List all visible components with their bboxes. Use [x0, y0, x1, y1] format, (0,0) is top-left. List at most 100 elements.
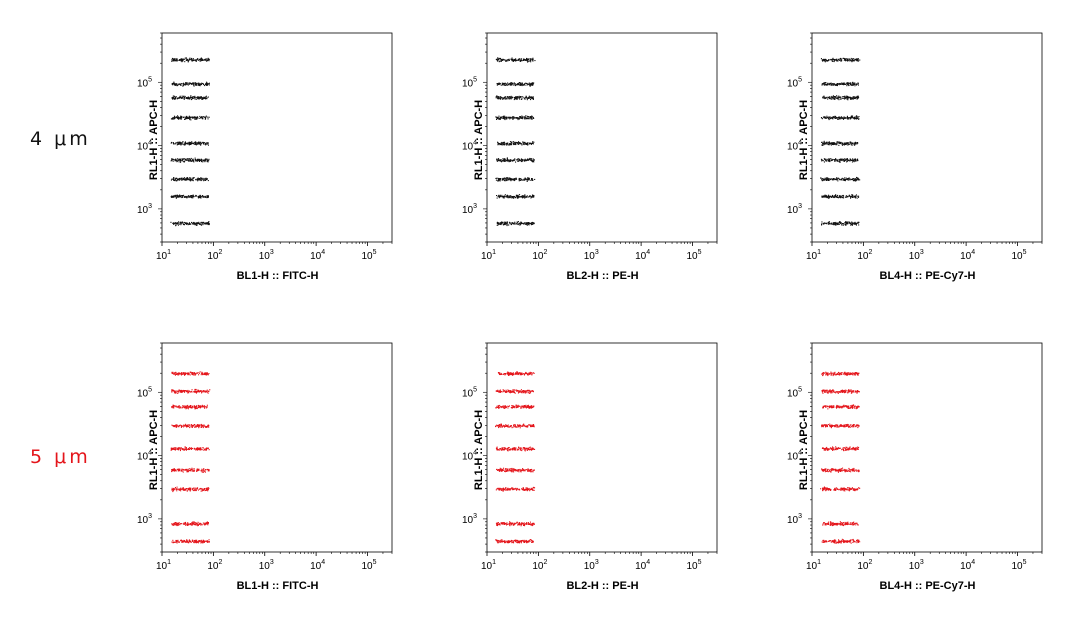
scatter-point [182, 116, 184, 118]
scatter-point [858, 116, 860, 118]
scatter-point [519, 58, 521, 60]
scatter-point [855, 58, 857, 60]
scatter-point [176, 486, 178, 488]
scatter-point [198, 141, 200, 143]
scatter-point [848, 144, 850, 146]
scatter-point [181, 541, 183, 543]
scatter-point [193, 490, 195, 492]
scatter-point [171, 406, 173, 408]
scatter-point [839, 96, 841, 98]
scatter-point [176, 373, 178, 375]
scatter-point [848, 97, 850, 99]
scatter-point [841, 97, 843, 99]
scatter-point [519, 224, 521, 226]
scatter-point [523, 84, 525, 86]
scatter-point [202, 83, 204, 85]
scatter-point [502, 178, 504, 180]
scatter-point [185, 143, 187, 145]
scatter-point [532, 222, 534, 224]
scatter-point [525, 118, 527, 120]
scatter-point [829, 161, 831, 163]
scatter-point [201, 97, 203, 99]
scatter-point [173, 448, 175, 450]
scatter-point [502, 116, 504, 118]
scatter-point [823, 144, 825, 146]
scatter-point [514, 97, 516, 99]
scatter-point [194, 522, 196, 524]
scatter-point [836, 223, 838, 225]
scatter-point [194, 541, 196, 543]
scatter-point [514, 178, 516, 180]
scatter-point [173, 177, 175, 179]
scatter-point [193, 116, 195, 118]
scatter-point [526, 60, 528, 62]
scatter-point [198, 59, 200, 61]
scatter-point [191, 57, 193, 59]
scatter-point [525, 223, 527, 225]
scatter-point [175, 540, 177, 542]
scatter-point [202, 221, 204, 223]
scatter-point [843, 118, 845, 120]
scatter-point [838, 118, 840, 120]
scatter-point [508, 196, 510, 198]
scatter-point [173, 541, 175, 543]
scatter-point [189, 427, 191, 429]
scatter-point [836, 159, 838, 161]
scatter-point [531, 159, 533, 161]
scatter-point [180, 60, 182, 62]
scatter-point [527, 118, 529, 120]
scatter-point [192, 177, 194, 179]
scatter-point [836, 60, 838, 62]
scatter-point [208, 158, 210, 160]
scatter-point [204, 179, 206, 181]
scatter-point [174, 97, 176, 99]
scatter-point [171, 60, 173, 62]
scatter-point [194, 540, 196, 542]
scatter-point [521, 84, 523, 86]
scatter-point [188, 406, 190, 408]
scatter-point [200, 82, 202, 84]
scatter-point [207, 541, 209, 543]
scatter-point [184, 448, 186, 450]
scatter-point [830, 144, 832, 146]
scatter-point [528, 95, 530, 97]
scatter-point [507, 59, 509, 61]
scatter-point [830, 84, 832, 86]
scatter-point [187, 177, 189, 179]
scatter-point [844, 177, 846, 179]
scatter-point [192, 58, 194, 60]
scatter-point [856, 143, 858, 145]
scatter-point [531, 196, 533, 198]
scatter-point [205, 540, 207, 542]
scatter-point [853, 116, 855, 118]
scatter-point [836, 117, 838, 119]
scatter-point [176, 180, 178, 182]
scatter-point [498, 61, 500, 63]
scatter-point [204, 161, 206, 163]
scatter-point [190, 180, 192, 182]
scatter-point [496, 59, 498, 61]
scatter-point [172, 490, 174, 492]
scatter-point [190, 99, 192, 101]
scatter-point [180, 523, 182, 525]
scatter-point [199, 447, 201, 449]
scatter-point [180, 115, 182, 117]
scatter-point [206, 84, 208, 86]
scatter-point [188, 160, 190, 162]
scatter-point [183, 178, 185, 180]
scatter-point [191, 141, 193, 143]
scatter-point [191, 197, 193, 199]
scatter-point [184, 58, 186, 60]
scatter-point [518, 158, 520, 160]
scatter-point [511, 84, 513, 86]
scatter-point [843, 195, 845, 197]
scatter-point [528, 159, 530, 161]
scatter-point [510, 98, 512, 100]
scatter-point [827, 178, 829, 180]
scatter-point [824, 178, 826, 180]
scatter-point [179, 222, 181, 224]
scatter-point [175, 160, 177, 162]
scatter-point [173, 118, 175, 120]
scatter-point [198, 117, 200, 119]
scatter-point [523, 144, 525, 146]
